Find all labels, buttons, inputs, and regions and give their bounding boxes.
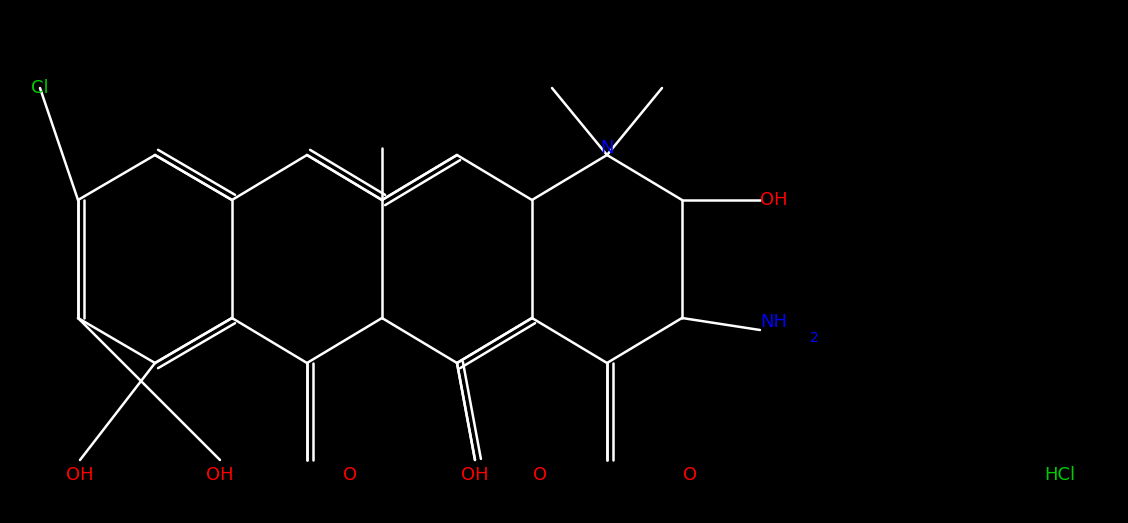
Text: O: O: [682, 466, 697, 484]
Text: OH: OH: [760, 191, 787, 209]
Text: O: O: [343, 466, 358, 484]
Text: 2: 2: [810, 331, 819, 345]
Text: OH: OH: [461, 466, 488, 484]
Text: Cl: Cl: [32, 79, 49, 97]
Text: N: N: [600, 139, 614, 157]
Text: OH: OH: [67, 466, 94, 484]
Text: O: O: [532, 466, 547, 484]
Text: HCl: HCl: [1045, 466, 1076, 484]
Text: NH: NH: [760, 313, 787, 331]
Text: OH: OH: [206, 466, 233, 484]
